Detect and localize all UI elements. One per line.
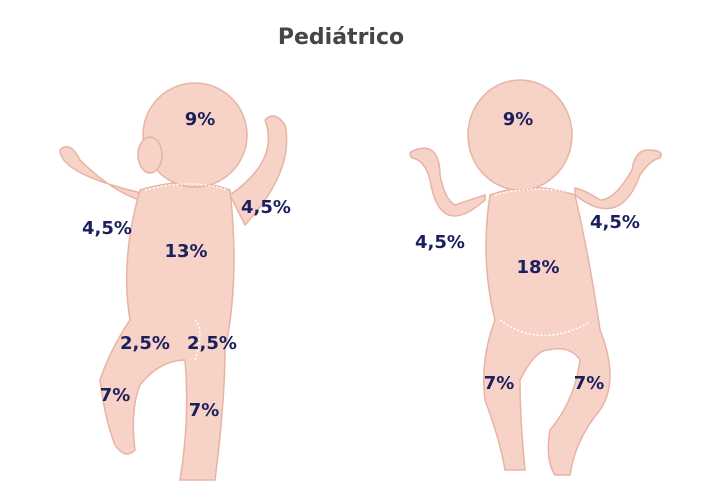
area-percent: 2,5% — [187, 333, 237, 354]
area-percent: 9% — [185, 109, 216, 130]
area-percent: 4,5% — [241, 197, 291, 218]
area-percent: 7% — [484, 373, 515, 394]
area-percent: 4,5% — [82, 218, 132, 239]
area-percent: 7% — [100, 385, 131, 406]
baby-back — [59, 82, 288, 481]
area-percent: 4,5% — [590, 212, 640, 233]
area-percent: 7% — [574, 373, 605, 394]
title: Pediátrico — [278, 25, 404, 50]
area-percent: 18% — [516, 257, 559, 278]
area-percent: 13% — [164, 241, 207, 262]
area-percent: 9% — [503, 109, 534, 130]
baby-front — [409, 79, 662, 476]
area-percent: 4,5% — [415, 232, 465, 253]
area-percent: 2,5% — [120, 333, 170, 354]
area-percent: 7% — [189, 400, 220, 421]
